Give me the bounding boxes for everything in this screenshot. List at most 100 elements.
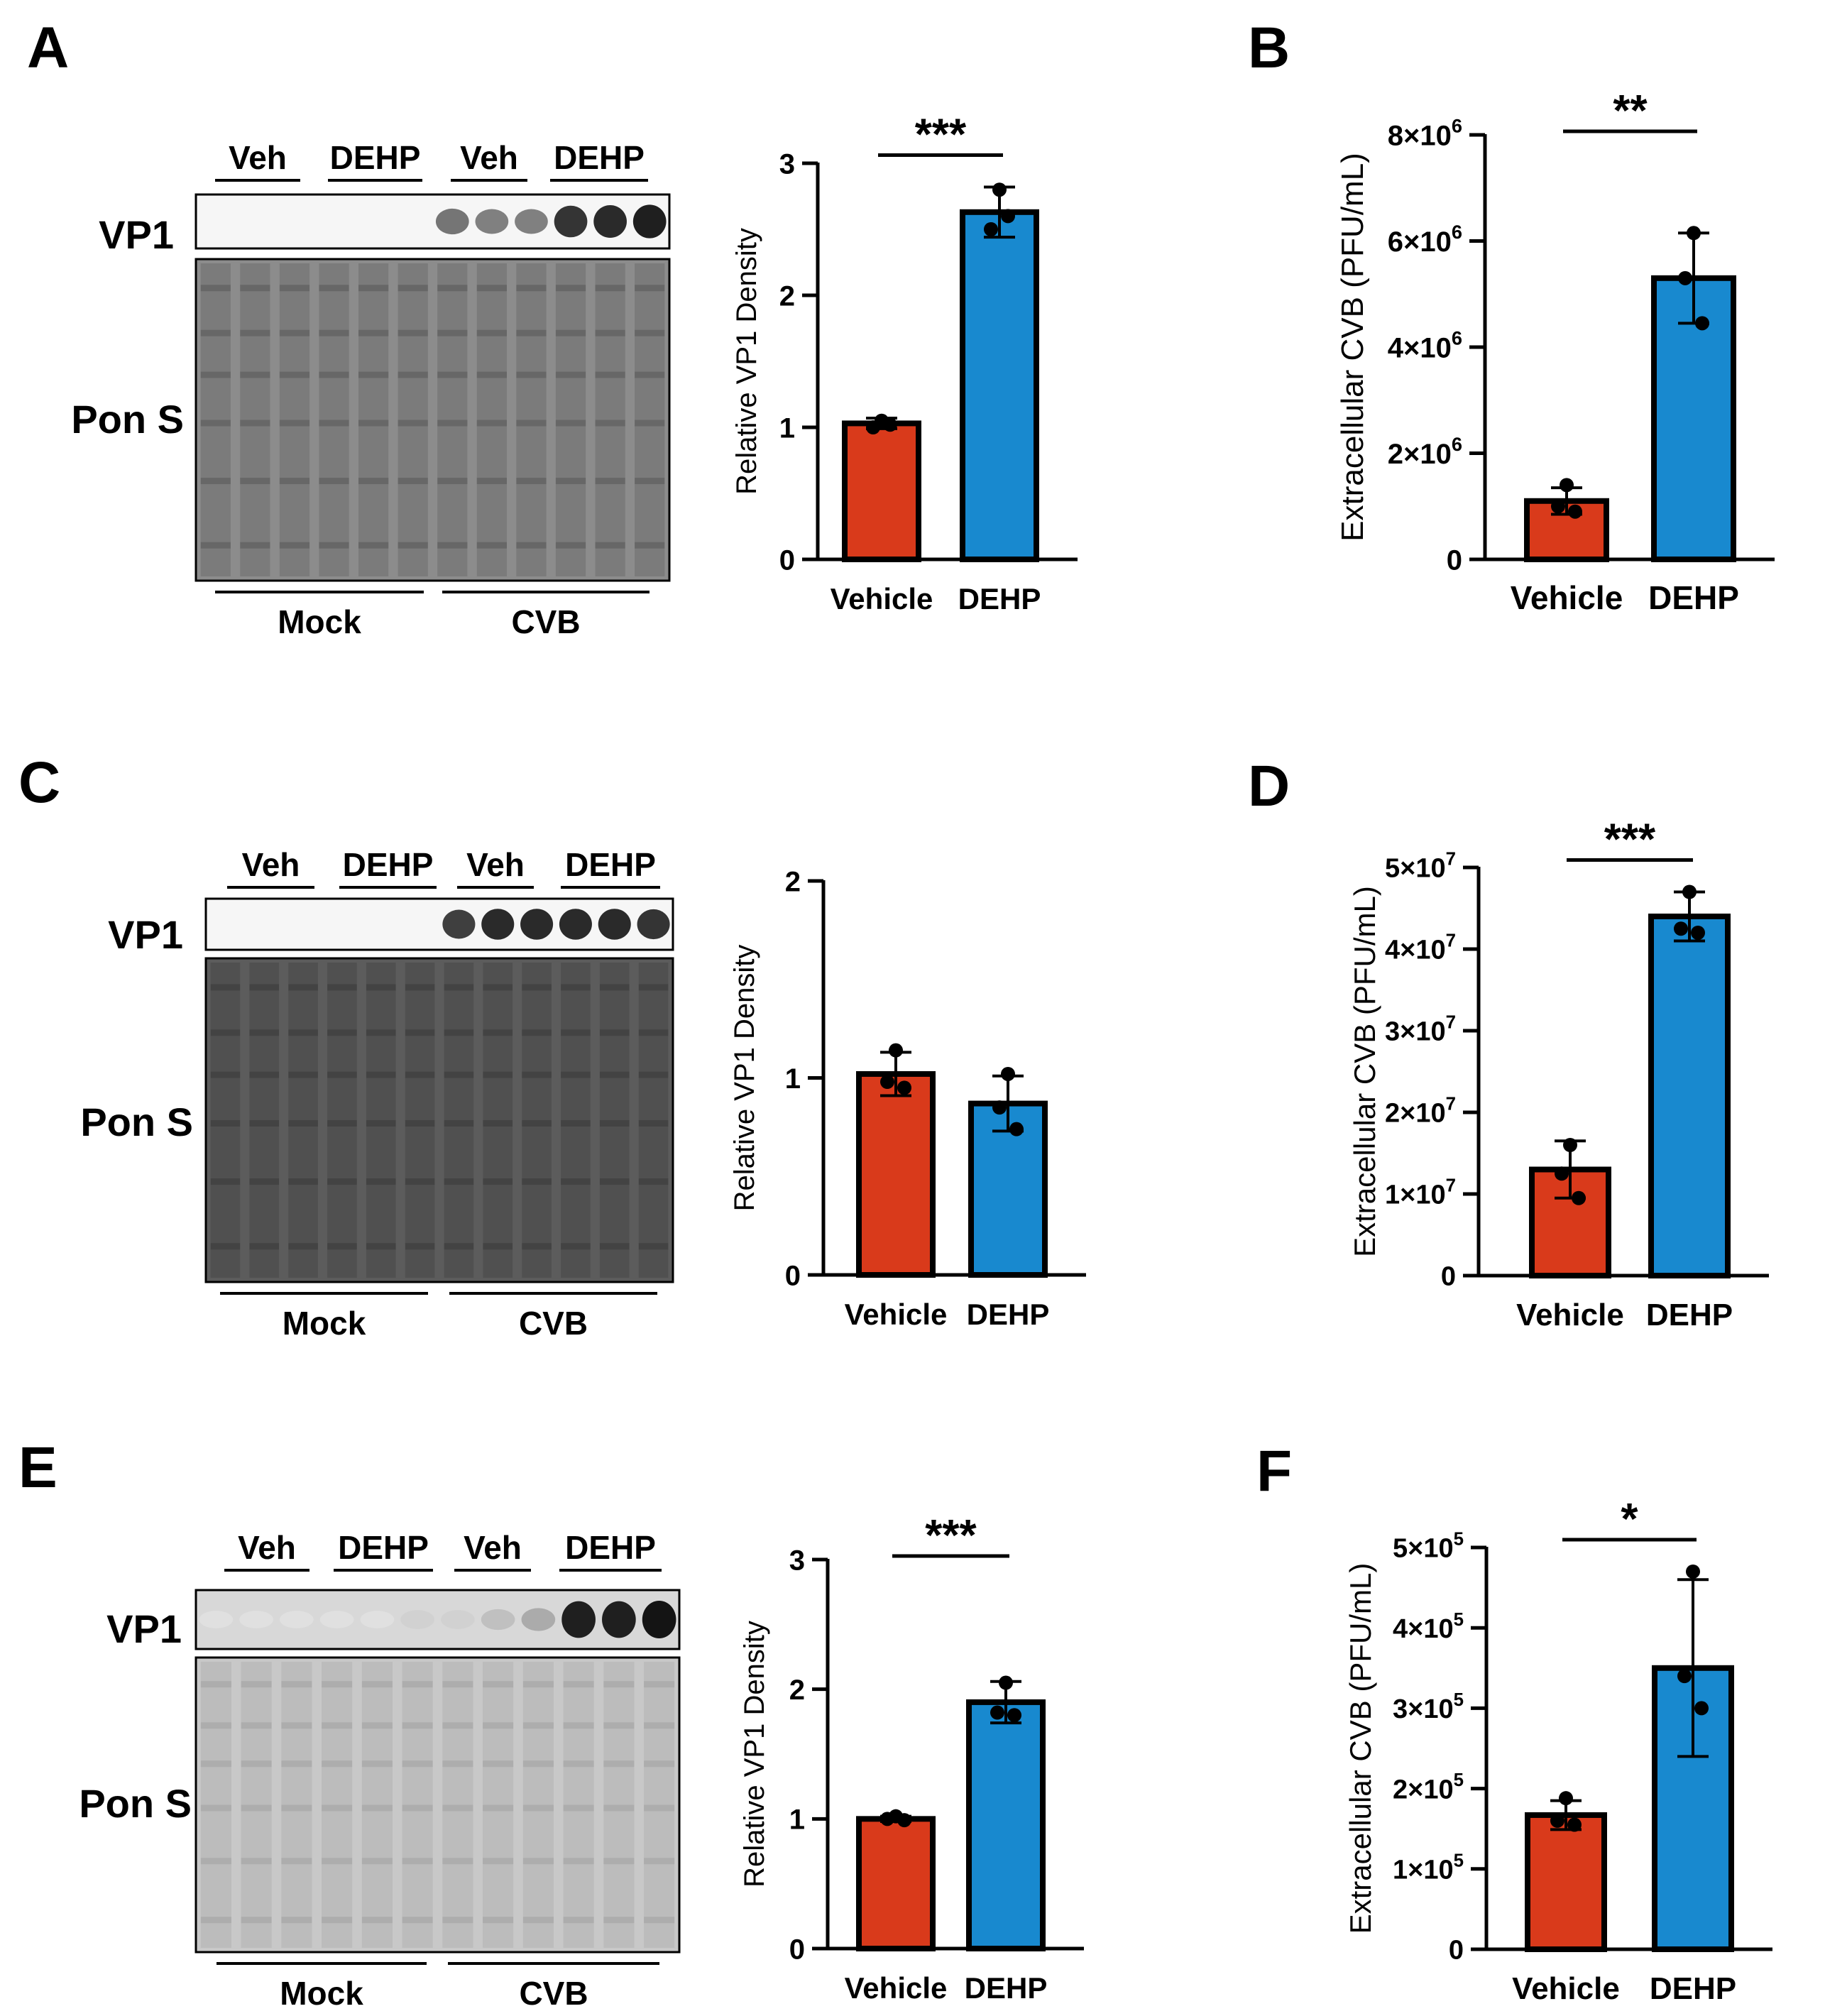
ponceau-band xyxy=(241,1804,272,1812)
ponceau-band xyxy=(241,1917,272,1924)
blot-condition-label: CVB xyxy=(511,603,580,640)
vp1-band xyxy=(593,205,627,238)
ponceau-band xyxy=(483,1120,513,1127)
ponceau-band xyxy=(249,1243,280,1250)
ponceau-band xyxy=(476,420,507,427)
chart-panel-c: 0 1 2 Relative VP1 Density Vehicle DEHP xyxy=(729,866,1086,1331)
blot-row-label-vp1: VP1 xyxy=(106,1606,182,1651)
data-point xyxy=(1551,499,1565,514)
ponceau-band xyxy=(361,1760,393,1768)
ponceau-band xyxy=(358,420,389,427)
blot-panel-e: Veh DEHP Veh DEHP VP1 Pon S Mock CVB xyxy=(79,1529,681,2012)
ponceau-lane xyxy=(644,1662,675,1948)
ponceau-band xyxy=(288,1120,318,1127)
ponceau-lane xyxy=(483,963,513,1278)
ponceau-band xyxy=(603,1804,635,1812)
ponceau-band xyxy=(599,1029,630,1036)
data-point xyxy=(1674,921,1688,936)
ponceau-band xyxy=(563,1858,594,1865)
ponceau-band xyxy=(476,542,507,549)
ponceau-band xyxy=(442,1804,473,1812)
data-point xyxy=(897,1080,911,1095)
data-point xyxy=(1572,1190,1586,1205)
ponceau-band xyxy=(603,1681,635,1688)
bar-dehp xyxy=(966,1699,1046,1952)
data-point xyxy=(1559,1791,1573,1806)
ponceau-band xyxy=(644,1760,675,1768)
ponceau-lane xyxy=(322,1662,353,1948)
ponceau-band xyxy=(555,478,586,485)
ponceau-band xyxy=(603,1722,635,1729)
ponceau-band xyxy=(405,1178,435,1185)
vp1-band xyxy=(319,1611,354,1628)
chart-panel-d: 0 1×107 2×107 3×107 4×107 5×107Extracellular … xyxy=(1348,816,1769,1332)
ponceau-band xyxy=(366,984,396,991)
ponceau-band xyxy=(358,329,389,336)
ponceau-band xyxy=(200,478,231,485)
y-tick-label: 0 xyxy=(785,1260,801,1291)
data-point xyxy=(1560,478,1574,493)
ponceau-band xyxy=(483,1178,513,1185)
ponceau-band xyxy=(366,1029,396,1036)
ponceau-band xyxy=(522,1681,554,1688)
data-point xyxy=(1007,1708,1021,1723)
vp1-band xyxy=(475,209,509,234)
ponceau-band xyxy=(561,1178,591,1185)
ponceau-band xyxy=(240,329,270,336)
y-tick-label: 3×107 xyxy=(1385,1013,1456,1047)
ponceau-band xyxy=(398,478,428,485)
ponceau-band xyxy=(200,1760,231,1768)
ponceau-band xyxy=(279,371,310,378)
ponceau-band xyxy=(563,1804,594,1812)
y-tick-label: 2×105 xyxy=(1393,1770,1464,1804)
ponceau-band xyxy=(405,984,435,991)
ponceau-band xyxy=(437,329,468,336)
ponceau-band xyxy=(358,478,389,485)
data-point xyxy=(1687,226,1701,241)
ponceau-band xyxy=(595,329,625,336)
ponceau-band xyxy=(279,542,310,549)
x-tick-label: DEHP xyxy=(1650,1971,1736,2006)
ponceau-lane xyxy=(327,963,357,1278)
ponceau-band xyxy=(522,1029,552,1036)
ponceau-band xyxy=(522,1120,552,1127)
ponceau-band xyxy=(241,1858,272,1865)
western-blots: Veh DEHP Veh DEHP VP1 Pon S Mock CVB Veh DEHP Veh D… xyxy=(71,139,681,2012)
data-point xyxy=(1009,1122,1024,1136)
ponceau-band xyxy=(249,984,280,991)
data-point xyxy=(1567,1817,1582,1832)
ponceau-lane xyxy=(361,1662,393,1948)
ponceau-band xyxy=(249,1029,280,1036)
ponceau-band xyxy=(281,1858,312,1865)
data-point xyxy=(1001,209,1015,224)
ponceau-band xyxy=(279,420,310,427)
ponceau-band xyxy=(635,542,665,549)
ponceau-band xyxy=(595,371,625,378)
vp1-blot-strip xyxy=(194,193,671,250)
ponceau-band xyxy=(483,1243,513,1250)
ponceau-lane xyxy=(603,1662,635,1948)
ponceau-band xyxy=(638,1120,669,1127)
ponceau-band xyxy=(405,1243,435,1250)
ponceau-band xyxy=(358,285,389,292)
ponceau-band xyxy=(555,420,586,427)
x-tick-label: Vehicle xyxy=(1512,1971,1620,2006)
ponceau-stain xyxy=(194,258,671,582)
data-point xyxy=(883,417,897,432)
blot-lane-group-label: DEHP xyxy=(330,139,421,176)
ponceau-band xyxy=(398,420,428,427)
ponceau-band xyxy=(442,1681,473,1688)
x-tick-label: DEHP xyxy=(967,1298,1050,1331)
bar-vehicle xyxy=(856,1070,936,1278)
ponceau-band xyxy=(516,478,547,485)
data-point xyxy=(1555,1166,1569,1181)
ponceau-band xyxy=(288,984,318,991)
ponceau-band xyxy=(361,1681,393,1688)
ponceau-band xyxy=(210,1120,241,1127)
data-point xyxy=(1563,1138,1577,1152)
vp1-band xyxy=(561,1601,596,1638)
x-tick-label: Vehicle xyxy=(1516,1298,1624,1332)
ponceau-band xyxy=(638,1029,669,1036)
ponceau-band xyxy=(599,1243,630,1250)
